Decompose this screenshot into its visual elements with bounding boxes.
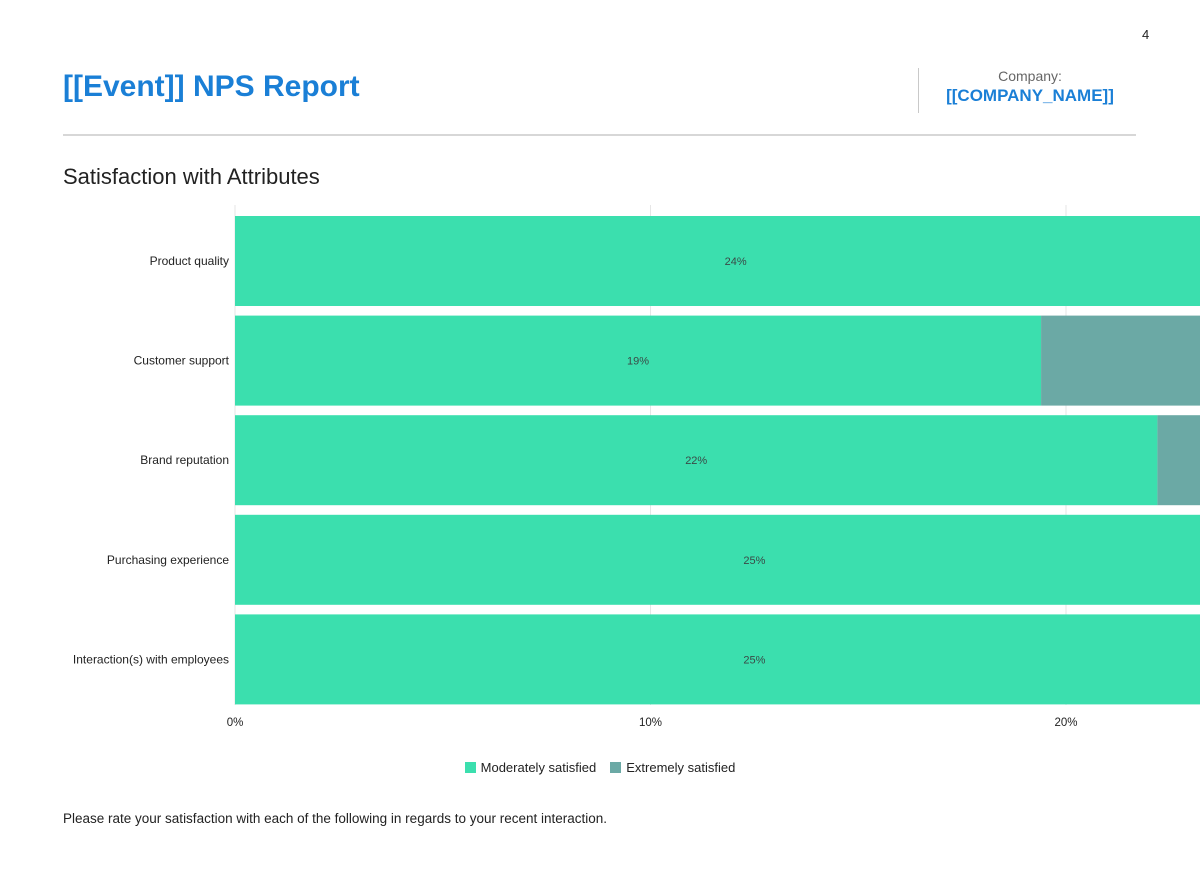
bar-moderately [235,415,1158,506]
bar-extremely [1041,315,1200,406]
chart-legend: Moderately satisfied Extremely satisfied [0,760,1200,775]
company-info: Company: [[COMPANY_NAME]] [930,68,1130,106]
legend-swatch-moderately [464,762,476,773]
section-title: Satisfaction with Attributes [63,164,320,189]
bar-data-label: 25% [743,555,765,567]
bar-data-label: 22% [685,455,707,467]
bar-data-label: 19% [627,356,649,368]
bar-moderately [235,216,1200,306]
category-label: Purchasing experience [107,553,229,567]
bar-moderately [235,514,1200,605]
category-label: Customer support [134,354,230,368]
footnote: Please rate your satisfaction with each … [63,811,608,826]
x-tick-label: 0% [227,717,244,729]
bar-extremely [1157,415,1200,506]
page-number: 4 [1142,27,1150,42]
legend-item-extremely: Extremely satisfied [610,760,735,775]
category-label: Interaction(s) with employees [73,652,229,666]
legend-swatch-extremely [610,762,622,773]
company-name: [[COMPANY_NAME]] [946,86,1114,105]
legend-label-extremely: Extremely satisfied [626,760,736,775]
bar-data-label: 24% [725,256,747,268]
bar-moderately [235,614,1200,705]
bar-moderately [235,315,1042,406]
x-tick-label: 10% [639,717,662,729]
category-label: Product quality [150,254,229,268]
legend-label-moderately: Moderately satisfied [480,760,597,775]
legend-item-moderately: Moderately satisfied [464,760,597,775]
report-title: [[Event]] NPS Report [63,70,360,103]
header-rule [63,134,1136,136]
x-tick-label: 20% [1054,717,1077,729]
company-label: Company: [998,68,1062,84]
category-label: Brand reputation [140,453,229,467]
bar-data-label: 25% [743,654,765,666]
header-divider [918,68,919,113]
